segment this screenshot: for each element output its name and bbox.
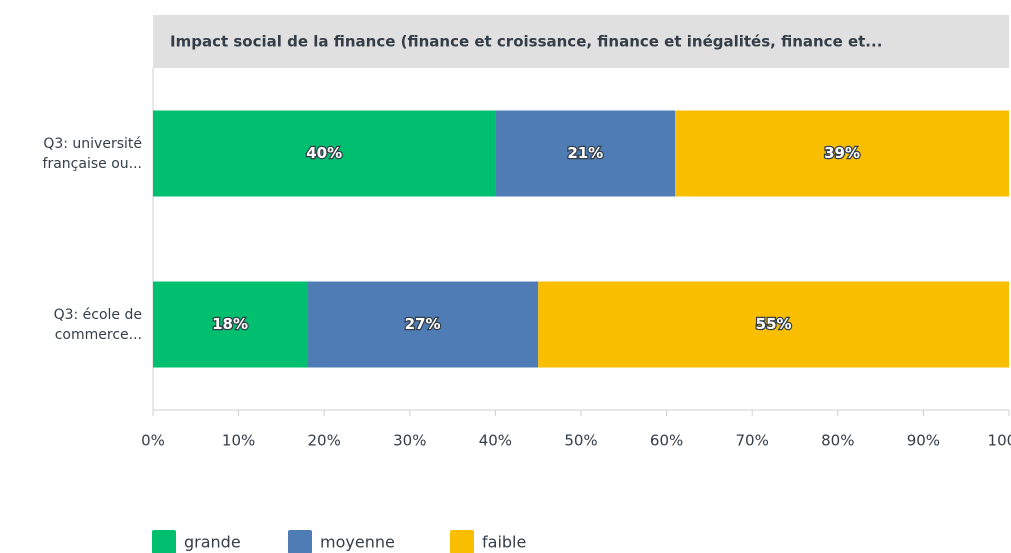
bar-segment	[307, 281, 539, 368]
data-label: 21%	[567, 144, 603, 162]
legend-swatch	[450, 530, 474, 553]
legend-label: moyenne	[320, 533, 395, 552]
x-tick-label: 100%	[988, 432, 1011, 450]
x-tick-label: 30%	[393, 432, 426, 450]
x-tick-label: 60%	[650, 432, 683, 450]
x-tick-label: 80%	[821, 432, 854, 450]
bar-segment	[153, 281, 308, 368]
data-label: 18%	[212, 315, 248, 333]
x-tick-label: 50%	[564, 432, 597, 450]
legend-label: grande	[184, 533, 241, 552]
legend-swatch	[152, 530, 176, 553]
legend-label: faible	[482, 533, 526, 552]
x-tick-label: 40%	[479, 432, 512, 450]
data-label: 27%	[405, 315, 441, 333]
chart-title: Impact social de la finance (finance et …	[170, 33, 882, 51]
data-label: 55%	[756, 315, 792, 333]
legend-swatch	[288, 530, 312, 553]
bar-segment	[153, 110, 496, 197]
y-tick-label: Q3: école de commerce...	[53, 306, 142, 343]
title-band	[153, 15, 1009, 68]
data-label: 39%	[824, 144, 860, 162]
data-label: 40%	[306, 144, 342, 162]
x-tick-label: 0%	[141, 432, 165, 450]
bar-segment	[495, 110, 676, 197]
x-tick-label: 90%	[907, 432, 940, 450]
x-tick-label: 10%	[222, 432, 255, 450]
y-tick-label: Q3: université française ou...	[42, 135, 142, 172]
x-tick-label: 70%	[736, 432, 769, 450]
bar-segment	[675, 110, 1009, 197]
x-tick-label: 20%	[308, 432, 341, 450]
bar-segment	[538, 281, 1009, 368]
